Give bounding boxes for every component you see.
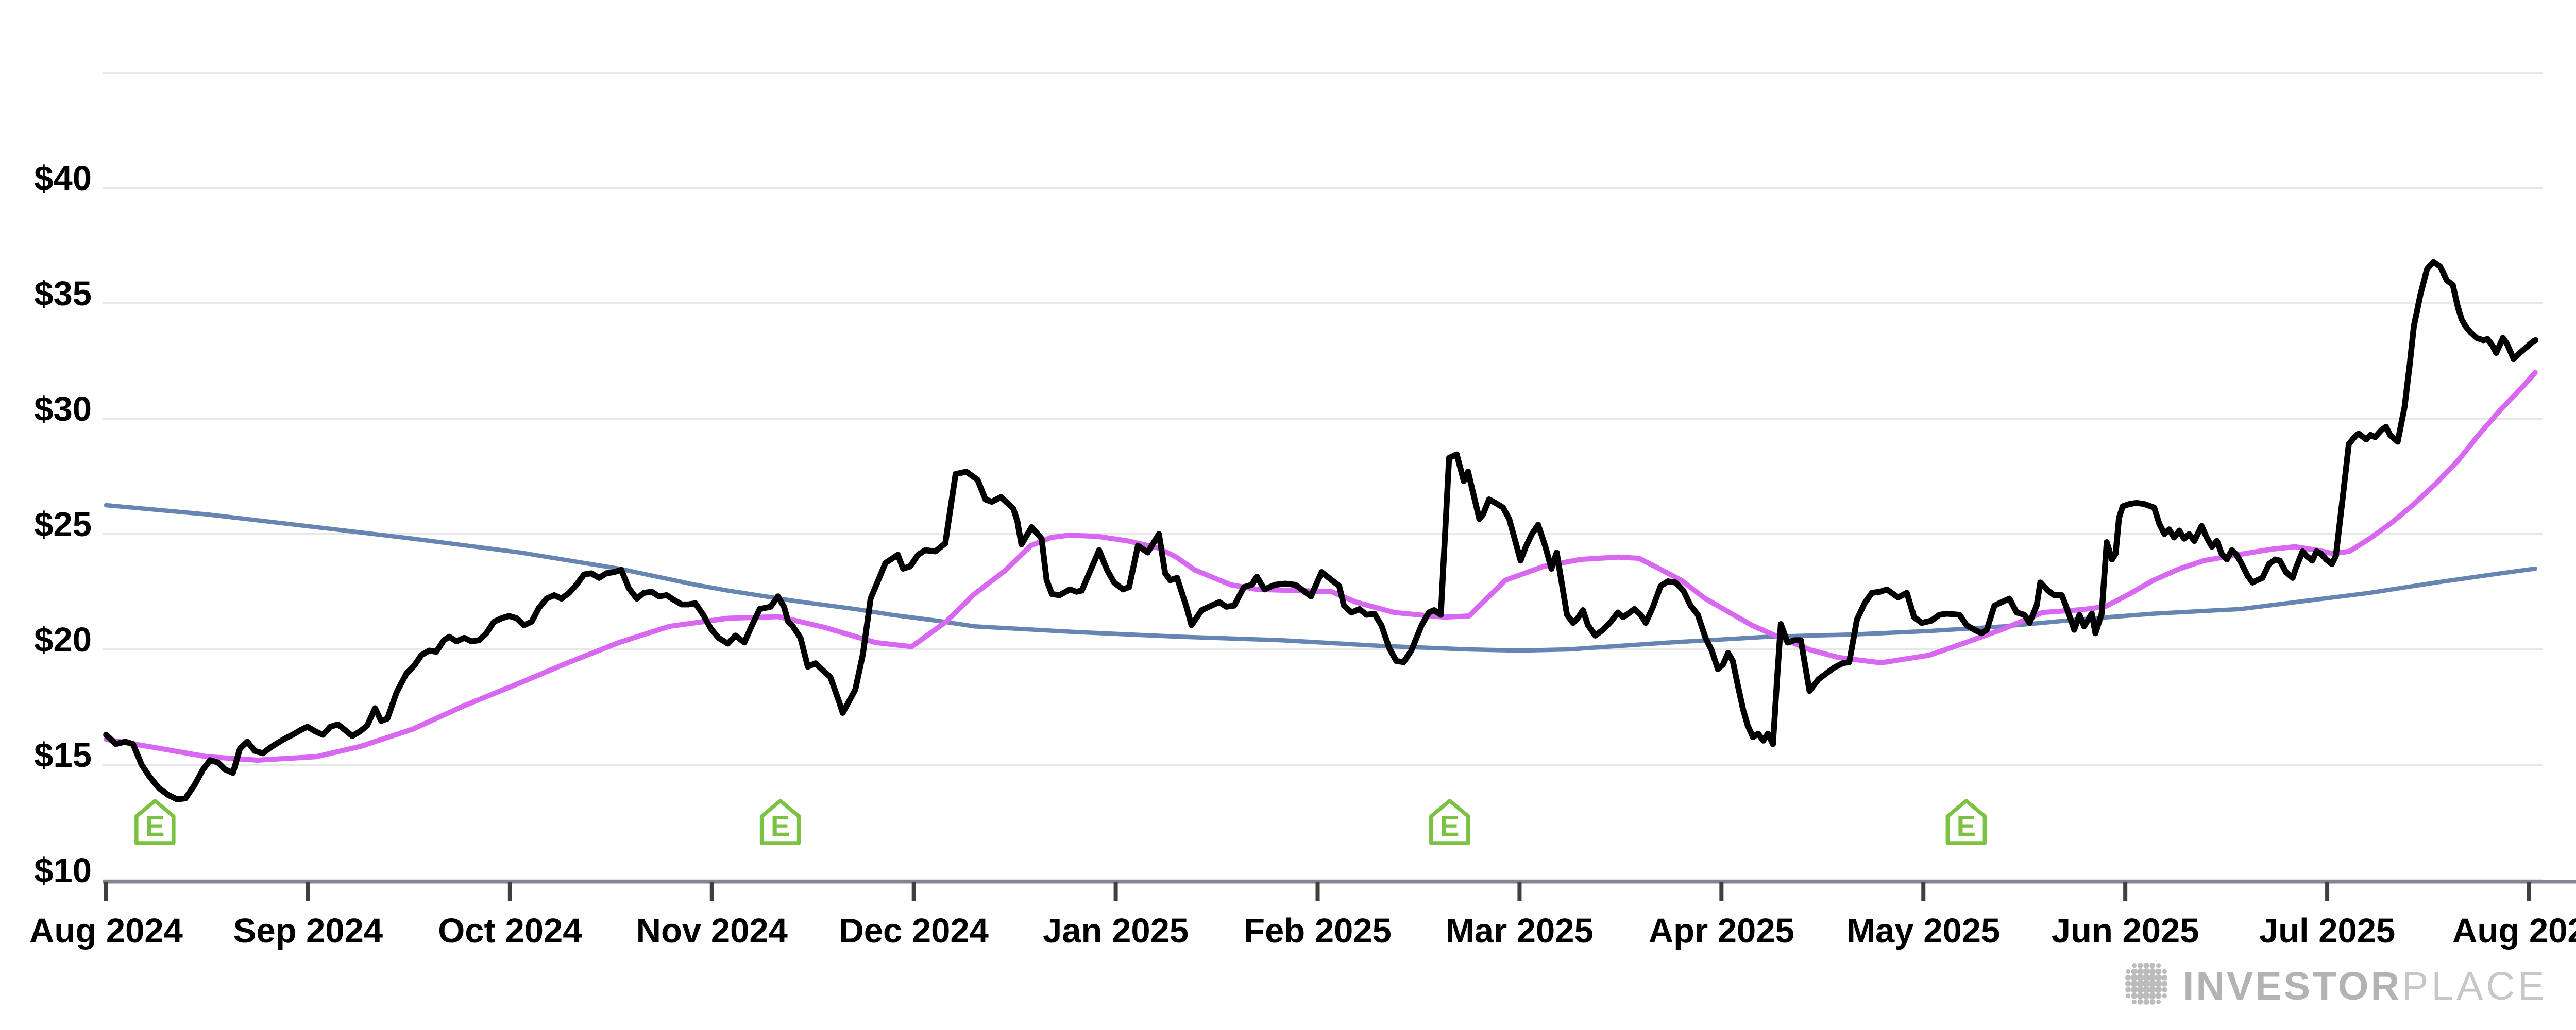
globe-dot: [2155, 992, 2162, 999]
y-axis-label: $10: [34, 851, 92, 890]
earnings-badge-letter: E: [1957, 810, 1976, 842]
globe-dot: [2143, 992, 2150, 1000]
y-axis-label: $20: [34, 621, 92, 659]
globe-dot: [2162, 993, 2167, 999]
series-line-ma_fast_50d: [104, 370, 2538, 763]
series-line-ma_slow_200d: [104, 503, 2538, 653]
x-axis-label: Jun 2025: [2052, 912, 2199, 950]
globe-dot: [2131, 992, 2138, 999]
globe-dot: [2149, 992, 2156, 999]
y-axis-label: $15: [34, 736, 92, 775]
globe-dot: [2156, 963, 2161, 968]
globe-dot: [2125, 987, 2131, 993]
earnings-badge-outline: [1945, 799, 1987, 845]
x-axis-label: Apr 2025: [1649, 912, 1794, 950]
axis-layer: [103, 880, 2576, 901]
globe-dot: [2155, 986, 2162, 993]
globe-dot: [2155, 968, 2162, 975]
globe-dot: [2137, 992, 2144, 999]
globe-dot: [2137, 974, 2144, 982]
x-axis-label: May 2025: [1846, 912, 2000, 950]
globe-dot: [2155, 974, 2162, 981]
globe-dot: [2137, 999, 2143, 1005]
x-axis-label: Sep 2024: [233, 912, 383, 950]
earnings-badge-outline: [134, 799, 176, 845]
globe-dot: [2149, 963, 2156, 968]
globe-dot: [2162, 987, 2167, 993]
x-axis-label: Jan 2025: [1043, 912, 1189, 950]
globe-dot: [2143, 999, 2149, 1005]
y-axis-label: $30: [34, 390, 92, 428]
globe-dot: [2143, 986, 2150, 993]
globe-dot: [2143, 968, 2150, 975]
globe-dot: [2125, 974, 2131, 981]
x-axis-label: Dec 2024: [839, 912, 989, 950]
globe-dot: [2148, 974, 2156, 982]
earnings-badge-letter: E: [771, 810, 790, 842]
globe-dot: [2161, 981, 2167, 987]
logo-text-place: PLACE: [2402, 964, 2548, 1008]
globe-dot: [2125, 981, 2131, 987]
globe-dot: [2143, 963, 2149, 969]
globe-dot: [2137, 963, 2143, 968]
globe-dot: [2143, 974, 2150, 982]
gridlines-layer: [103, 72, 2543, 881]
earnings-badge-outline: [759, 799, 801, 845]
logo-text-investor: INVESTOR: [2183, 964, 2401, 1008]
earnings-badge: E: [1429, 799, 1470, 845]
globe-dot: [2126, 969, 2131, 974]
globe-dot: [2155, 980, 2162, 987]
x-axis-label: Oct 2024: [438, 912, 582, 950]
earnings-badge-letter: E: [145, 810, 164, 842]
globe-dot: [2137, 980, 2144, 987]
x-axis-label: Aug 2024: [29, 912, 183, 950]
globe-dot: [2149, 999, 2156, 1005]
globe-dot: [2156, 999, 2161, 1004]
globe-dot: [2137, 986, 2144, 993]
axis-labels-layer: $10 $15 $20 $25 $30 $35 $40 Aug 2024 Sep 2024 Oct…: [29, 159, 2576, 950]
globe-dot: [2131, 999, 2137, 1004]
series-line-price: [103, 259, 2538, 802]
globe-dot: [2149, 968, 2156, 975]
earnings-badge: E: [1945, 799, 1987, 845]
globe-dot: [2130, 980, 2138, 987]
x-axis-label: Aug 2025: [2452, 912, 2576, 950]
x-axis-label: Mar 2025: [1446, 912, 1594, 950]
x-axis-label: Jul 2025: [2259, 912, 2395, 950]
globe-dot: [2137, 968, 2144, 975]
globe-dot: [2131, 968, 2138, 975]
y-axis-label: $25: [34, 505, 92, 544]
series-layer: [103, 259, 2538, 802]
globe-dot: [2131, 986, 2138, 993]
globe-dot: [2126, 993, 2131, 999]
x-axis-label: Nov 2024: [636, 912, 788, 950]
globe-dot: [2162, 969, 2167, 974]
y-axis-label: $40: [34, 159, 92, 198]
earnings-badge: E: [759, 799, 801, 845]
globe-icon: [2125, 963, 2167, 1005]
earnings-badge-outline: [1429, 799, 1470, 845]
globe-dot: [2148, 980, 2156, 987]
y-axis-label: $35: [34, 274, 92, 313]
investorplace-logo: INVESTOR PLACE: [2125, 963, 2548, 1008]
globe-dot: [2148, 986, 2156, 993]
globe-dot: [2162, 974, 2167, 981]
globe-dot: [2131, 963, 2137, 968]
globe-dot: [2142, 980, 2150, 988]
x-axis-label: Feb 2025: [1244, 912, 1392, 950]
earnings-badge: E: [134, 799, 176, 845]
earnings-badge-letter: E: [1440, 810, 1459, 842]
globe-dot: [2131, 974, 2138, 981]
